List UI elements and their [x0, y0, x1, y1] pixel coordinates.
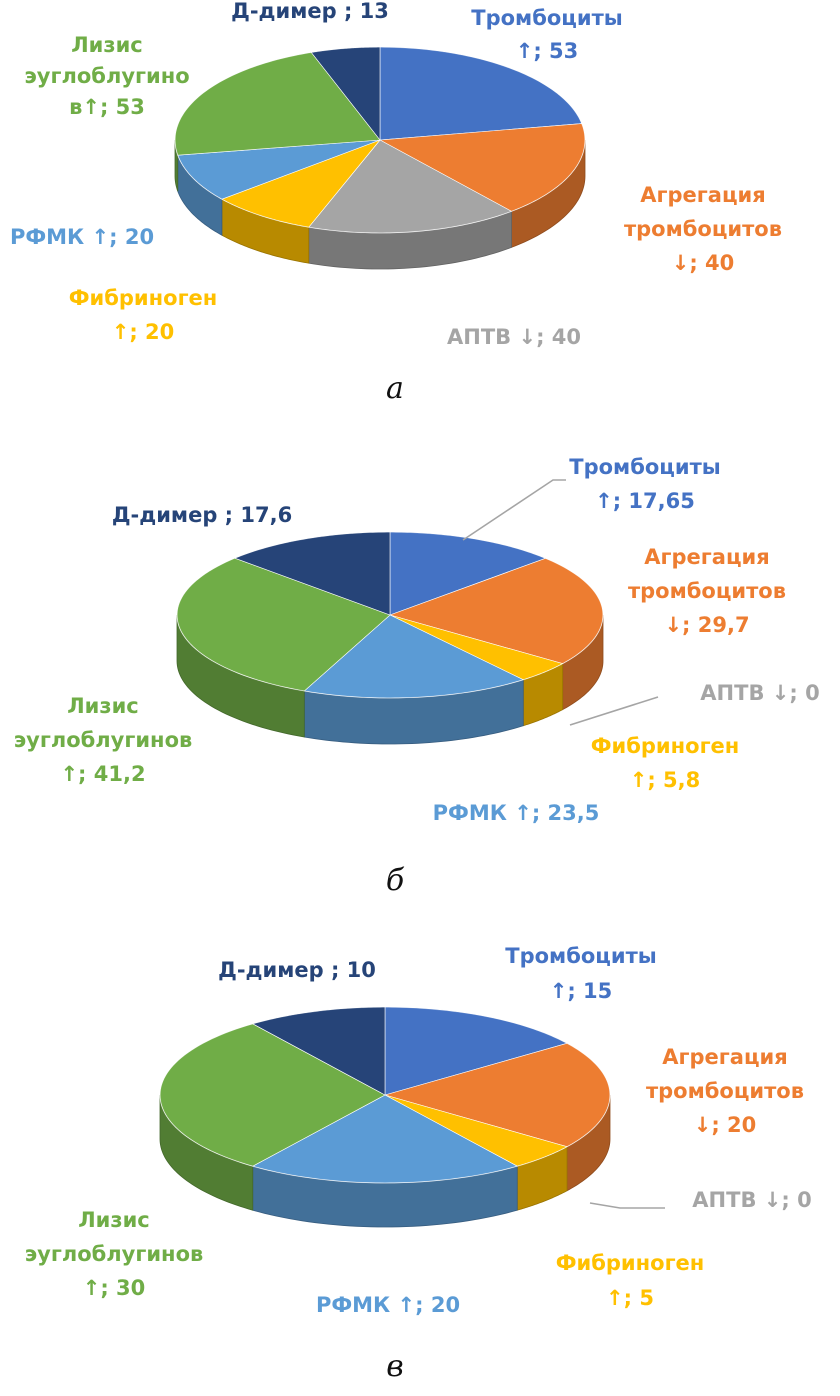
data-label-ddimer-1: Д-димер ; 13 [231, 0, 389, 23]
data-label-line: Лизис [67, 694, 139, 718]
data-label-line: Д-димер ; 17,6 [112, 503, 292, 527]
slice-lysis-2 [176, 557, 391, 692]
slice-lysis-3 [159, 1023, 386, 1167]
data-label-line: Агрегация [640, 183, 765, 207]
slice-fibrinogen-3 [384, 1094, 568, 1167]
pie-top-faces [159, 1006, 611, 1184]
slice-platelets-2 [389, 531, 547, 616]
pie-side-wall [159, 1094, 611, 1228]
slice-lysis-1 [174, 52, 381, 156]
data-label-line: АПТВ ↓; 0 [692, 1188, 811, 1212]
data-label-line: ↑; 5,8 [630, 768, 701, 792]
data-label-line: тромбоцитов [646, 1079, 804, 1103]
data-label-aggregation-2: Агрегация тромбоцитов ↓; 29,7 [628, 545, 786, 637]
chart-caption-3: в [386, 1349, 403, 1384]
data-label-lysis-3: Лизис эуглоблугинов ↑; 30 [25, 1208, 204, 1300]
leader-line-platelets-2 [462, 479, 566, 541]
data-label-line: ↑; 53 [516, 39, 579, 63]
data-label-line: тромбоцитов [628, 579, 786, 603]
chart-caption-1: а [386, 371, 404, 406]
slice-sfmc-1 [177, 139, 381, 200]
slice-aggregation-1 [378, 123, 586, 212]
slice-sfmc-3 [251, 1094, 519, 1184]
data-label-line: Лизис [71, 33, 143, 57]
slice-platelets-1 [379, 46, 583, 141]
data-label-line: эуглоблугинов [25, 1242, 204, 1266]
slice-ddimer-2 [233, 531, 391, 616]
slice-fibrinogen-1 [221, 139, 381, 228]
data-label-ddimer-3: Д-димер ; 10 [218, 958, 376, 982]
slice-aptt-1 [308, 139, 513, 234]
data-label-platelets-1: Тромбоциты ↑; 53 [471, 6, 622, 63]
pie-top-faces [174, 46, 586, 234]
data-label-line: Д-димер ; 13 [231, 0, 389, 23]
data-label-line: РФМК ↑; 23,5 [433, 801, 600, 825]
data-label-ddimer-2: Д-димер ; 17,6 [112, 503, 292, 527]
data-label-line: РФМК ↑; 20 [10, 225, 154, 249]
data-label-line: Фибриноген [556, 1251, 705, 1275]
data-label-fibrinogen-2: Фибриноген ↑; 5,8 [591, 734, 740, 792]
chart-caption-2: б [386, 863, 405, 898]
pie-chart-3: Тромбоциты ↑; 15 Агрегация тромбоцитов ↓; 20… [25, 944, 812, 1384]
slice-sfmc-2 [303, 614, 525, 699]
data-label-line: Фибриноген [591, 734, 740, 758]
data-label-line: Лизис [78, 1208, 150, 1232]
data-label-line: ↑; 20 [112, 320, 175, 344]
data-label-platelets-2: Тромбоциты ↑; 17,65 [569, 455, 720, 513]
data-label-fibrinogen-1: Фибриноген ↑; 20 [69, 286, 218, 344]
data-label-sfmc-1: РФМК ↑; 20 [10, 225, 154, 249]
leader-line-aptt-3 [589, 1202, 665, 1209]
pie-rim [159, 1006, 611, 1184]
slice-fibrinogen-2 [389, 614, 564, 681]
data-label-line: ↑; 15 [550, 979, 613, 1003]
data-label-aptt-3: АПТВ ↓; 0 [692, 1188, 811, 1212]
slice-ddimer-3 [251, 1006, 386, 1096]
data-label-aptt-1: АПТВ ↓; 40 [447, 325, 581, 349]
data-label-line: тромбоцитов [624, 217, 782, 241]
data-label-line: ↓; 20 [694, 1113, 757, 1137]
leader-line-aptt-2 [569, 696, 659, 726]
pie-chart-2: Тромбоциты ↑; 17,65 Агрегация тромбоцитов ↓;… [14, 455, 820, 898]
data-label-line: ↑; 41,2 [60, 762, 145, 786]
data-label-aptt-2: АПТВ ↓; 0 [700, 681, 819, 705]
data-label-line: ↑; 5 [606, 1286, 654, 1310]
data-label-line: Д-димер ; 10 [218, 958, 376, 982]
data-label-platelets-3: Тромбоциты ↑; 15 [505, 944, 656, 1003]
data-label-aggregation-1: Агрегация тромбоцитов ↓; 40 [624, 183, 782, 275]
pie-rim [176, 531, 604, 699]
data-label-lysis-2: Лизис эуглоблугинов ↑; 41,2 [14, 694, 193, 786]
data-label-line: эуглоблугинов [14, 728, 193, 752]
data-label-sfmc-2: РФМК ↑; 23,5 [433, 801, 600, 825]
pie-rim [174, 46, 586, 234]
data-label-aggregation-3: Агрегация тромбоцитов ↓; 20 [646, 1045, 804, 1137]
data-label-line: ↑; 17,65 [595, 489, 695, 513]
data-label-line: АПТВ ↓; 0 [700, 681, 819, 705]
data-label-line: РФМК ↑; 20 [316, 1293, 460, 1317]
data-label-line: ↓; 40 [672, 251, 735, 275]
pie-chart-1: Тромбоциты ↑; 53 Агрегация тромбоцитов ↓; 40… [10, 0, 782, 406]
data-label-line: Агрегация [662, 1045, 787, 1069]
slice-aggregation-3 [383, 1042, 611, 1148]
data-label-line: ↑; 30 [83, 1276, 146, 1300]
data-label-sfmc-3: РФМК ↑; 20 [316, 1293, 460, 1317]
data-label-line: Тромбоциты [505, 944, 656, 968]
data-label-line: эуглоблугино [24, 64, 189, 88]
slice-aggregation-2 [389, 557, 604, 664]
data-label-line: Тромбоциты [471, 6, 622, 30]
data-label-lysis-1: Лизис эуглоблугино в↑; 53 [24, 33, 189, 119]
data-label-line: АПТВ ↓; 40 [447, 325, 581, 349]
data-label-line: Агрегация [644, 545, 769, 569]
data-label-line: в↑; 53 [69, 95, 145, 119]
data-label-line: Фибриноген [69, 286, 218, 310]
data-label-fibrinogen-3: Фибриноген ↑; 5 [556, 1251, 705, 1310]
slice-platelets-3 [384, 1006, 568, 1096]
slice-ddimer-1 [310, 46, 381, 141]
pie-side-wall [176, 614, 604, 745]
data-label-line: ↓; 29,7 [664, 613, 749, 637]
data-label-line: Тромбоциты [569, 455, 720, 479]
pie-top-faces [176, 531, 604, 699]
